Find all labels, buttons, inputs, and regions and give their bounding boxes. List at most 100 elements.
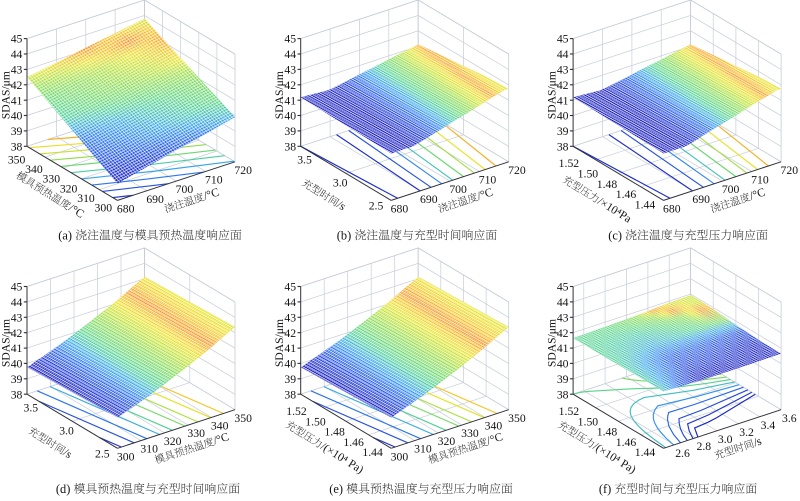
svg-text:3.6: 3.6 [782,412,797,425]
svg-text:2.6: 2.6 [675,447,690,460]
svg-text:310: 310 [77,192,95,205]
svg-text:/°C: /°C [476,185,495,202]
svg-text:38: 38 [284,140,296,153]
svg-text:2.5: 2.5 [95,447,110,460]
svg-text:39: 39 [11,373,23,386]
svg-text:3.5: 3.5 [23,401,38,414]
svg-text:SDAS/μm: SDAS/μm [546,71,559,119]
svg-text:1.44: 1.44 [635,446,656,459]
svg-text:43: 43 [284,311,296,324]
svg-text:40: 40 [284,358,296,371]
svg-text:720: 720 [234,164,252,177]
svg-text:700: 700 [449,183,467,196]
svg-text:39: 39 [557,125,569,138]
svg-text:1.52: 1.52 [559,157,580,170]
svg-text:3.0: 3.0 [59,424,74,437]
svg-text:710: 710 [751,174,769,187]
svg-text:44: 44 [11,48,23,61]
svg-text:42: 42 [557,327,569,340]
svg-text:330: 330 [43,173,61,186]
svg-text:43: 43 [11,64,23,77]
svg-text:720: 720 [508,164,526,177]
svg-text:44: 44 [284,48,296,61]
svg-text:690: 690 [146,193,164,206]
svg-text:3.4: 3.4 [761,419,776,432]
svg-text:45: 45 [557,33,569,46]
svg-text:710: 710 [479,174,497,187]
svg-text:40: 40 [557,110,569,123]
svg-text:45: 45 [11,33,23,46]
svg-text:2.5: 2.5 [369,199,384,212]
svg-text:43: 43 [284,64,296,77]
svg-text:330: 330 [461,427,479,440]
svg-text:(c): (c) [608,228,622,242]
svg-text:38: 38 [557,140,569,153]
svg-text:320: 320 [60,182,78,195]
svg-text:680: 680 [663,203,681,216]
svg-text:340: 340 [485,420,503,433]
svg-text:41: 41 [11,94,23,107]
svg-text:1.44: 1.44 [362,446,383,459]
svg-text:SDAS/μm: SDAS/μm [273,319,286,367]
svg-text:40: 40 [11,110,23,123]
svg-text:1.48: 1.48 [597,426,618,439]
svg-text:300: 300 [117,450,135,463]
svg-text:SDAS/μm: SDAS/μm [0,319,12,367]
svg-text:1.46: 1.46 [616,188,637,201]
svg-text:3.2: 3.2 [739,426,754,439]
svg-text:300: 300 [391,450,409,463]
svg-text:45: 45 [11,281,23,294]
svg-text:1.50: 1.50 [578,168,599,181]
svg-text:1.52: 1.52 [559,405,580,418]
svg-text:310: 310 [140,443,158,456]
svg-text:40: 40 [284,110,296,123]
svg-text:45: 45 [284,281,296,294]
svg-text:SDAS/μm: SDAS/μm [546,319,559,367]
svg-text:/°C: /°C [202,185,221,202]
svg-text:1.48: 1.48 [597,178,618,191]
svg-text:320: 320 [438,435,456,448]
svg-text:680: 680 [391,203,409,216]
svg-text:350: 350 [234,412,252,425]
svg-text:41: 41 [284,94,296,107]
svg-text:41: 41 [11,342,23,355]
svg-text:720: 720 [781,164,799,177]
svg-text:1.46: 1.46 [343,436,364,449]
svg-text:42: 42 [11,327,23,340]
svg-text:340: 340 [211,420,229,433]
svg-text:/°C: /°C [485,430,504,447]
svg-text:42: 42 [284,79,296,92]
svg-text:43: 43 [11,311,23,324]
svg-text:(f): (f) [599,482,611,496]
svg-text:340: 340 [25,163,43,176]
svg-text:38: 38 [11,140,23,153]
svg-text:40: 40 [11,358,23,371]
svg-text:1.44: 1.44 [635,198,656,211]
svg-text:44: 44 [284,296,296,309]
svg-text:310: 310 [414,443,432,456]
svg-text:690: 690 [692,193,710,206]
svg-text:(d): (d) [56,482,70,496]
svg-text:/°C: /°C [748,185,767,202]
svg-text:(b): (b) [337,228,351,242]
svg-text:44: 44 [11,296,23,309]
svg-text:41: 41 [557,342,569,355]
svg-text:350: 350 [508,412,526,425]
svg-text:43: 43 [557,64,569,77]
svg-text:350: 350 [8,153,26,166]
svg-text:690: 690 [420,193,438,206]
svg-text:38: 38 [11,388,23,401]
svg-text:3.0: 3.0 [718,433,733,446]
svg-text:42: 42 [11,79,23,92]
svg-text:44: 44 [557,48,569,61]
svg-text:300: 300 [95,202,113,215]
svg-text:38: 38 [284,388,296,401]
svg-text:41: 41 [557,94,569,107]
svg-text:680: 680 [117,203,135,216]
svg-text:1.46: 1.46 [616,436,637,449]
svg-text:40: 40 [557,358,569,371]
svg-text:44: 44 [557,296,569,309]
svg-text:41: 41 [284,342,296,355]
svg-text:330: 330 [187,427,205,440]
svg-text:/s: /s [752,434,764,449]
